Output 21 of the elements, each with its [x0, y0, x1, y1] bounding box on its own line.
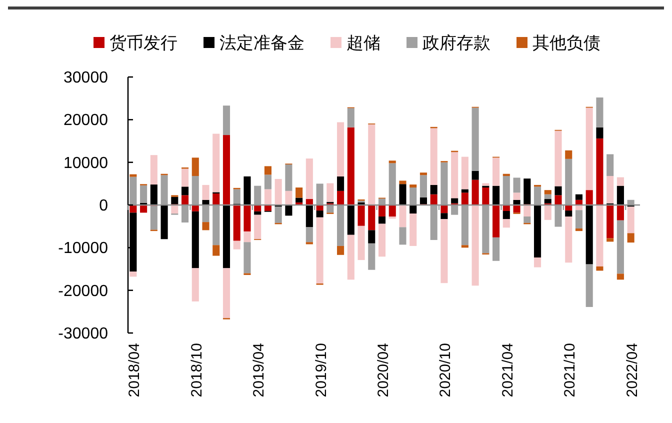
legend-label: 货币发行 — [110, 34, 178, 52]
legend-label: 超储 — [346, 34, 380, 52]
y-tick-label: 20000 — [64, 112, 108, 130]
x-tick-label: 2021/04 — [499, 343, 516, 398]
legend-label: 法定准备金 — [220, 34, 304, 52]
x-tick-label: 2018/04 — [126, 343, 144, 398]
y-tick-label: -30000 — [58, 326, 108, 342]
y-tick-label: -10000 — [58, 240, 108, 258]
y-tick-label: 0 — [99, 198, 108, 214]
x-tick-label: 2019/10 — [312, 343, 330, 398]
y-tick-label: -20000 — [58, 282, 108, 300]
legend-label: 其他负债 — [532, 34, 600, 52]
x-tick-label: 2020/04 — [375, 343, 392, 398]
x-tick-label: 2018/10 — [188, 343, 206, 398]
y-tick-label: 10000 — [64, 154, 108, 172]
x-tick-label: 2021/10 — [562, 343, 579, 398]
x-tick-label: 2019/04 — [250, 343, 268, 398]
x-tick-label: 2020/10 — [437, 343, 454, 398]
y-tick-label: 30000 — [64, 70, 108, 86]
legend-label: 政府存款 — [422, 34, 490, 52]
x-tick-label: 2022/04 — [624, 343, 641, 398]
